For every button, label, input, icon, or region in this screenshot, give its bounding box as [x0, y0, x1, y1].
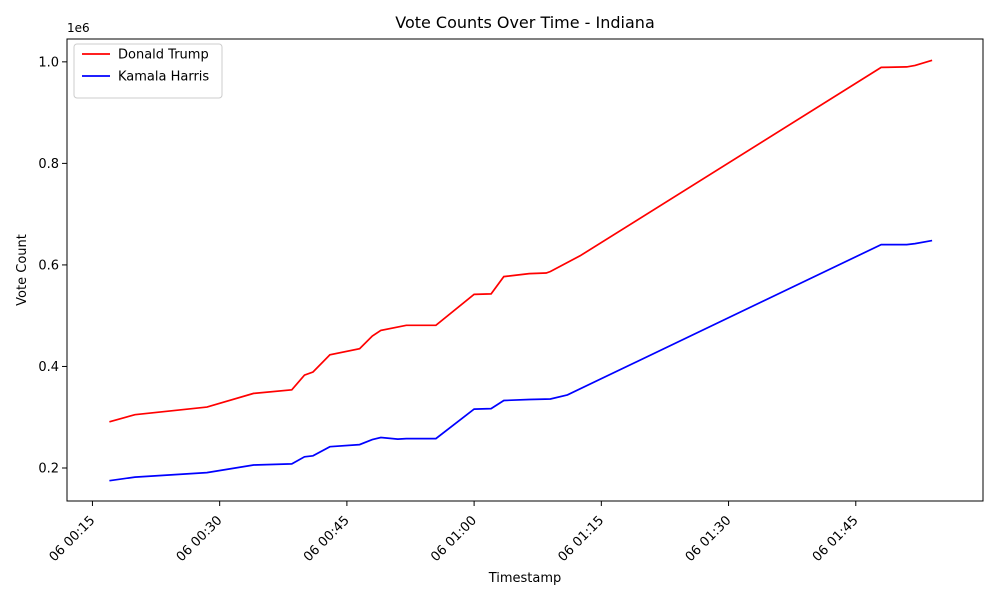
y-tick-label: 0.6	[38, 258, 59, 273]
x-axis: 06 00:15 06 00:30 06 00:45 06 01:00 06 01:15…	[47, 501, 862, 565]
y-axis-label: Vote Count	[15, 234, 30, 306]
y-tick-label: 0.8	[38, 157, 59, 172]
series-line-1	[109, 239, 933, 482]
y-tick-label: 0.2	[38, 462, 59, 477]
plot-area	[109, 59, 933, 482]
legend: Donald Trump Kamala Harris	[73, 43, 223, 99]
x-tick-label: 06 01:15	[555, 513, 607, 565]
x-tick-label: 06 01:45	[810, 513, 862, 565]
x-tick-label: 06 01:00	[428, 513, 480, 565]
chart-title: Vote Counts Over Time - Indiana	[395, 13, 655, 32]
y-tick-label: 1.0	[38, 55, 59, 70]
x-tick-label: 06 01:30	[683, 513, 735, 565]
legend-box	[73, 43, 223, 99]
y-axis: 0.2 0.4 0.6 0.8 1.0	[38, 55, 67, 477]
x-tick-label: 06 00:30	[174, 513, 226, 565]
series-line-0	[109, 59, 933, 423]
x-axis-label: Timestamp	[488, 571, 562, 586]
y-tick-label: 0.4	[38, 360, 59, 375]
x-tick-label: 06 00:45	[301, 513, 353, 565]
y-axis-offset-label: 1e6	[67, 21, 90, 35]
legend-label: Kamala Harris	[118, 70, 209, 85]
plot-frame	[66, 38, 984, 502]
legend-label: Donald Trump	[118, 48, 209, 63]
x-tick-label: 06 00:15	[47, 513, 99, 565]
